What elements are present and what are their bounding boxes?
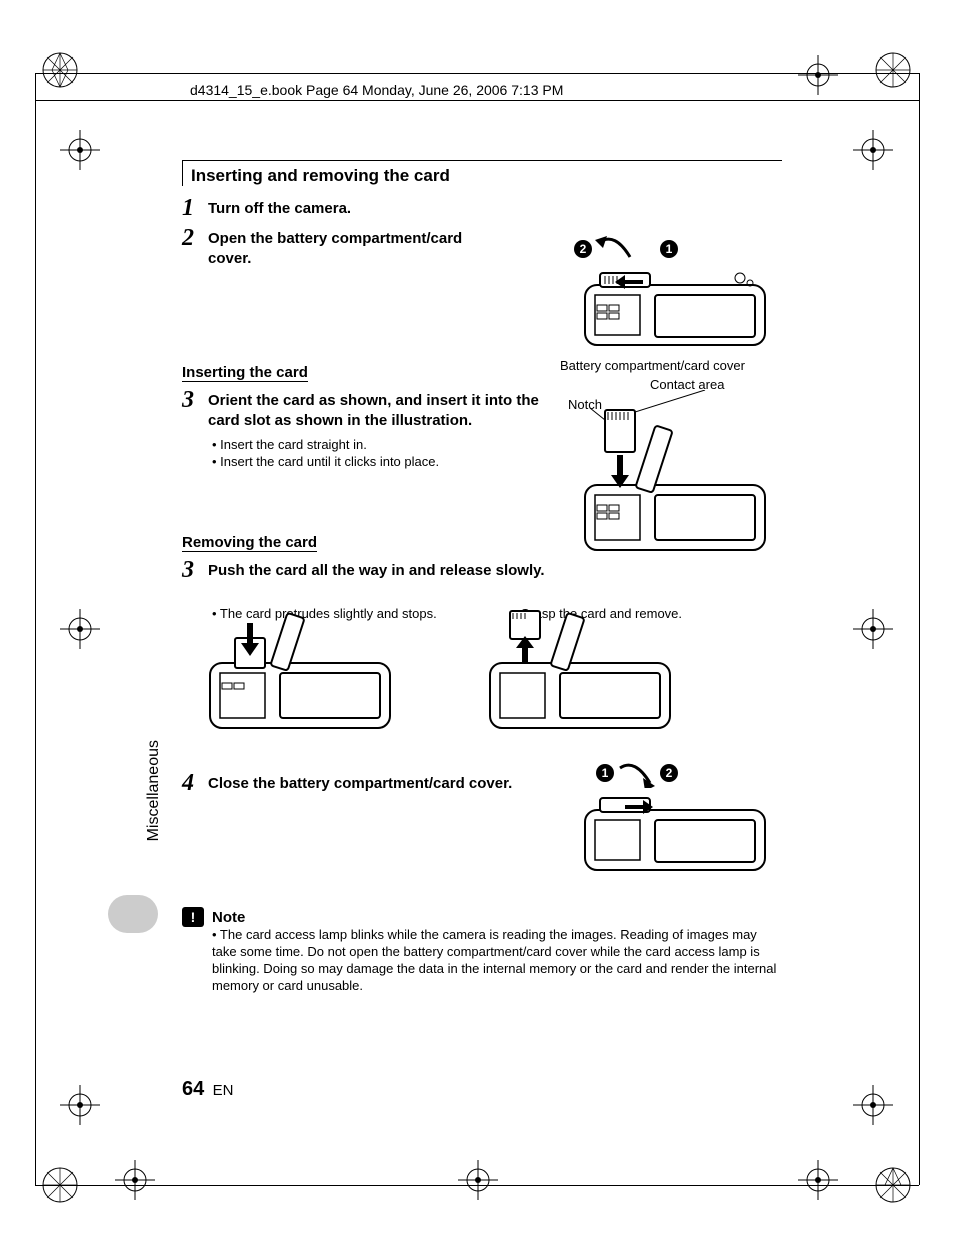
callout-2: 2 xyxy=(660,764,678,782)
step-3b: 3 Push the card all the way in and relea… xyxy=(182,558,782,582)
subhead-insert: Inserting the card xyxy=(182,364,308,382)
frame-top2 xyxy=(35,100,919,101)
crosshair-icon xyxy=(798,1160,838,1200)
page-number-value: 64 xyxy=(182,1078,204,1100)
callout-1: 1 xyxy=(596,764,614,782)
step-text: Turn off the camera. xyxy=(208,196,351,220)
crosshair-icon xyxy=(853,130,893,170)
note-icon: ! xyxy=(182,907,204,927)
chapter-tab: Miscellaneous xyxy=(145,740,163,841)
label-cover: Battery compartment/card cover xyxy=(560,358,745,373)
crosshair-icon xyxy=(853,1085,893,1125)
crosshair-icon xyxy=(60,130,100,170)
note-body: • The card access lamp blinks while the … xyxy=(212,927,782,995)
regmark-icon xyxy=(40,50,80,90)
callout-2: 2 xyxy=(574,240,592,258)
step-text: Push the card all the way in and release… xyxy=(208,558,545,582)
regmark-icon xyxy=(40,1165,80,1205)
step-number: 3 xyxy=(182,558,208,582)
step-number: 4 xyxy=(182,771,208,795)
crosshair-icon xyxy=(60,1085,100,1125)
step-text: Open the battery compartment/card cover. xyxy=(208,226,478,270)
arrow-curve-icon xyxy=(595,232,635,262)
page-lang: EN xyxy=(213,1082,234,1099)
step-number: 2 xyxy=(182,226,208,270)
arrow-curve-icon xyxy=(615,758,655,788)
crosshair-icon xyxy=(115,1160,155,1200)
step-text: Close the battery compartment/card cover… xyxy=(208,771,512,795)
camera-illustration xyxy=(480,608,680,738)
camera-illustration xyxy=(200,608,400,738)
regmark-icon xyxy=(873,50,913,90)
section-title: Inserting and removing the card xyxy=(182,160,782,186)
header-filename: d4314_15_e.book Page 64 Monday, June 26,… xyxy=(190,82,563,98)
camera-illustration xyxy=(575,780,775,880)
crosshair-icon xyxy=(798,55,838,95)
camera-illustration xyxy=(575,255,775,355)
step-number: 1 xyxy=(182,196,208,220)
frame-right xyxy=(919,73,920,1185)
step-1: 1 Turn off the camera. xyxy=(182,196,782,220)
page-number: 64 EN xyxy=(182,1078,233,1101)
crosshair-icon xyxy=(853,609,893,649)
crosshair-icon xyxy=(60,609,100,649)
step-number: 3 xyxy=(182,388,208,432)
callout-1: 1 xyxy=(660,240,678,258)
frame-top xyxy=(35,73,919,74)
crosshair-icon xyxy=(458,1160,498,1200)
step-text: Orient the card as shown, and insert it … xyxy=(208,388,568,432)
chapter-pill xyxy=(108,895,158,933)
frame-left xyxy=(35,73,36,1185)
note-label: Note xyxy=(212,909,245,926)
subhead-remove: Removing the card xyxy=(182,534,317,552)
camera-illustration xyxy=(575,390,775,560)
regmark-icon xyxy=(873,1165,913,1205)
